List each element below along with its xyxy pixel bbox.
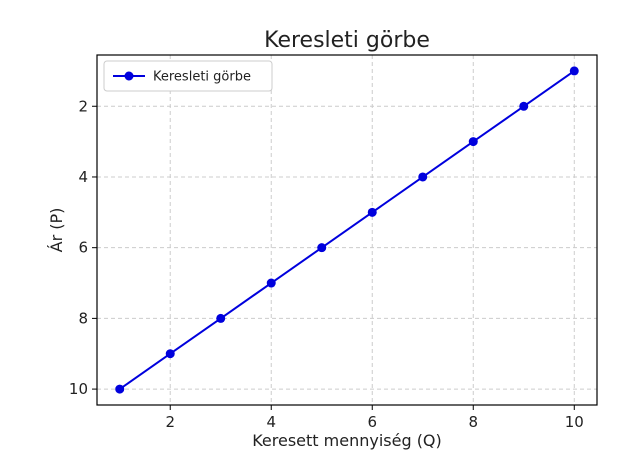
- plot-frame: [96, 54, 598, 406]
- legend-label: Keresleti görbe: [153, 70, 251, 85]
- legend-box: [103, 60, 273, 92]
- data-point[interactable]: [367, 207, 377, 217]
- chart-title: Keresleti görbe: [264, 28, 430, 53]
- data-point[interactable]: [165, 349, 175, 359]
- y-tick-label: 2: [78, 97, 88, 115]
- x-tick-label: 4: [266, 413, 276, 431]
- data-point[interactable]: [519, 101, 529, 111]
- legend-marker: [124, 71, 134, 81]
- x-axis-label: Keresett mennyiség (Q): [252, 431, 442, 450]
- data-point[interactable]: [418, 172, 428, 182]
- data-point[interactable]: [468, 137, 478, 147]
- y-tick-label: 6: [78, 239, 88, 257]
- y-tick-label: 8: [78, 309, 88, 327]
- x-tick-label: 2: [165, 413, 175, 431]
- y-tick-label: 4: [78, 168, 88, 186]
- y-axis-label: Ár (P): [47, 208, 66, 253]
- series-layer: [115, 66, 579, 394]
- data-point[interactable]: [216, 313, 226, 323]
- data-point[interactable]: [569, 66, 579, 76]
- x-axis: 2 4 6 8 10: [165, 405, 584, 431]
- data-point[interactable]: [115, 384, 125, 394]
- x-tick-label: 8: [468, 413, 478, 431]
- data-point[interactable]: [266, 278, 276, 288]
- legend[interactable]: Keresleti görbe: [103, 60, 273, 92]
- series-line: [119, 70, 575, 390]
- y-tick-label: 10: [69, 380, 88, 398]
- x-tick-label: 10: [565, 413, 584, 431]
- y-axis: 2 4 6 8 10: [69, 97, 97, 398]
- grid: [97, 55, 597, 405]
- data-point[interactable]: [317, 243, 327, 253]
- x-tick-label: 6: [367, 413, 377, 431]
